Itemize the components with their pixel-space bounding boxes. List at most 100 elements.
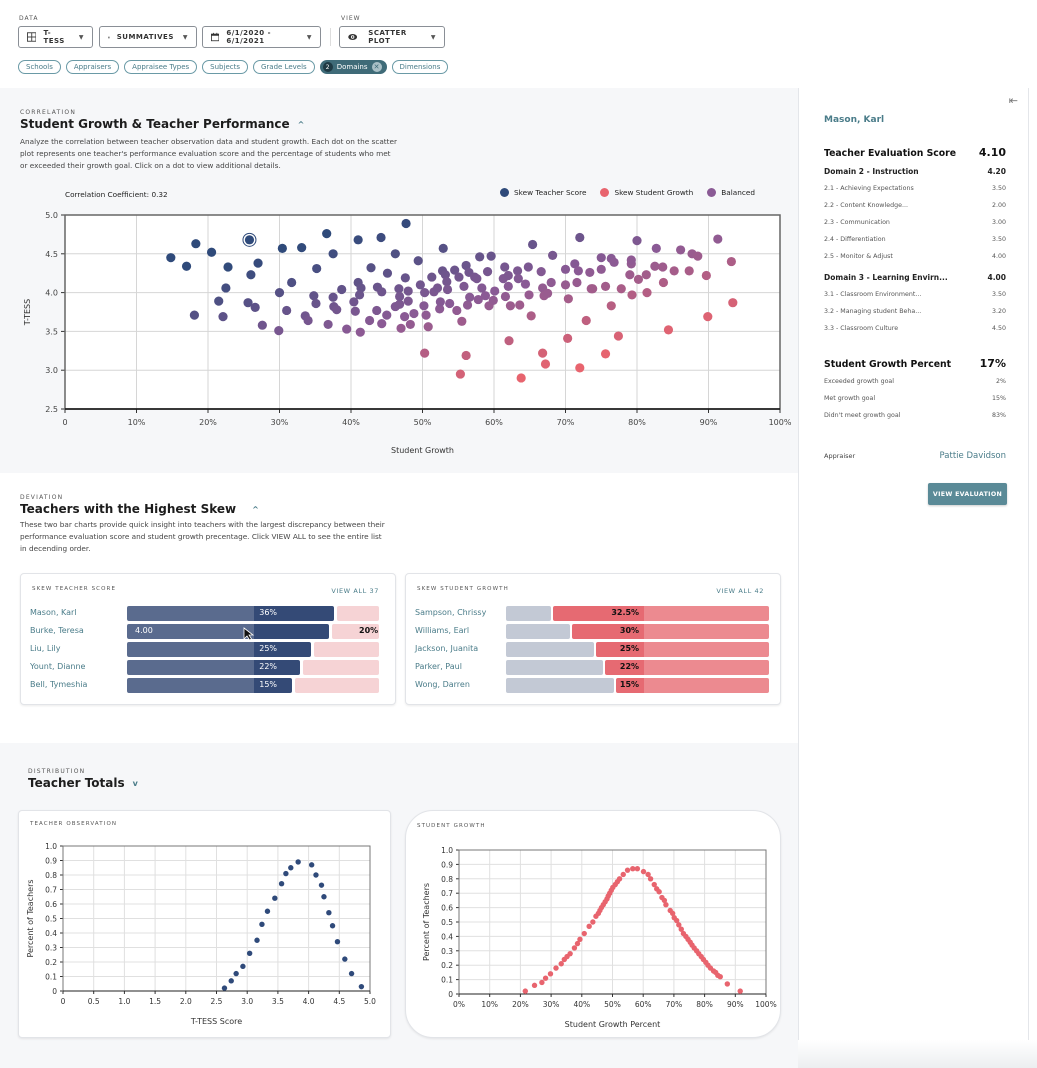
x-tick-label: 4.0 bbox=[303, 997, 315, 1006]
selected-point-ring bbox=[242, 232, 257, 247]
scatter-point bbox=[328, 249, 338, 259]
scatter-point bbox=[409, 308, 419, 319]
skew-growth-row[interactable]: Sampson, Chrissy 32.5% bbox=[406, 606, 780, 621]
scatter-point bbox=[503, 281, 513, 291]
scatter-point bbox=[322, 229, 332, 239]
teacher-name-link[interactable]: Burke, Teresa bbox=[30, 626, 84, 635]
eval-score-row: Teacher Evaluation Score 4.10 bbox=[824, 146, 1006, 159]
filter-chip-schools[interactable]: Schools bbox=[18, 60, 61, 74]
scatter-point bbox=[253, 258, 263, 268]
y-tick-label: 0.4 bbox=[45, 929, 57, 938]
teacher-name-link[interactable]: Mason, Karl bbox=[824, 115, 885, 125]
x-tick-label: 60% bbox=[635, 1000, 652, 1009]
collapse-toggle-icon[interactable]: ^ bbox=[297, 119, 305, 129]
scatter-point bbox=[632, 236, 642, 246]
growth-item-name: Met growth goal bbox=[824, 395, 876, 402]
skew-growth-row[interactable]: Parker, Paul 22% bbox=[406, 660, 780, 675]
scatter-point bbox=[528, 239, 538, 250]
scatter-point bbox=[246, 270, 256, 280]
y-tick-label: 0.9 bbox=[45, 857, 57, 866]
assessment-dropdown[interactable]: T-TESS ▼ bbox=[18, 26, 93, 48]
filter-chip-grade-levels[interactable]: Grade Levels bbox=[253, 60, 315, 74]
teacher-name-link[interactable]: Sampson, Chrissy bbox=[415, 608, 487, 617]
y-tick-label: 0.1 bbox=[441, 976, 453, 985]
clear-filter-icon[interactable]: ✕ bbox=[371, 62, 382, 72]
filter-chip-appraisers[interactable]: Appraisers bbox=[65, 60, 120, 74]
growth-bar bbox=[313, 642, 379, 657]
distribution-point bbox=[616, 876, 623, 882]
skew-growth-row[interactable]: Williams, Earl 30% bbox=[406, 624, 780, 639]
teacher-name-link[interactable]: Williams, Earl bbox=[415, 626, 470, 635]
filter-chip-dimensions[interactable]: Dimensions bbox=[391, 60, 449, 74]
dimension-row: 2.3 - Communication 3.00 bbox=[824, 219, 1006, 226]
chevron-down-icon: ▼ bbox=[78, 33, 84, 41]
dimension-row: 3.1 - Classroom Environment... 3.50 bbox=[824, 291, 1006, 298]
expand-toggle-icon[interactable]: v bbox=[132, 778, 138, 788]
scatter-point bbox=[257, 320, 267, 330]
x-tick-label: 80% bbox=[696, 1000, 713, 1009]
teacher-name-link[interactable]: Parker, Paul bbox=[415, 662, 462, 671]
skew-growth-row[interactable]: Wong, Darren 15% bbox=[406, 678, 780, 693]
skew-teacher-row[interactable]: Burke, Teresa 20% 4.00 bbox=[21, 624, 395, 641]
appraiser-link[interactable]: Pattie Davidson bbox=[939, 451, 1006, 461]
scatter-point bbox=[585, 267, 595, 278]
scatter-point bbox=[512, 266, 523, 276]
legend-swatch bbox=[500, 188, 509, 197]
distribution-point bbox=[531, 982, 538, 989]
teacher-name-link[interactable]: Bell, Tymeshia bbox=[30, 680, 88, 689]
distribution-point bbox=[634, 866, 641, 872]
date-range-dropdown[interactable]: 6/1/2020 - 6/1/2021 ▼ bbox=[202, 26, 321, 48]
distribution-point bbox=[240, 963, 246, 970]
skew-teacher-row[interactable]: Mason, Karl 36% bbox=[21, 606, 395, 621]
skew-teacher-row[interactable]: Yount, Dianne 22% bbox=[21, 660, 395, 675]
legend-label: Skew Teacher Score bbox=[514, 188, 587, 197]
teacher-name-link[interactable]: Jackson, Juanita bbox=[415, 644, 479, 653]
view-dropdown[interactable]: SCATTER PLOT ▼ bbox=[339, 26, 445, 48]
scatter-point bbox=[442, 284, 453, 295]
score-bar-skew bbox=[254, 678, 293, 693]
view-all-teacher-link[interactable]: VIEW ALL 37 bbox=[331, 587, 379, 595]
teacher-name-link[interactable]: Liu, Lily bbox=[30, 644, 61, 653]
filter-chip-appraisee-types[interactable]: Appraisee Types bbox=[124, 60, 198, 74]
growth-bar-base bbox=[644, 642, 769, 657]
filter-chip-subjects[interactable]: Subjects bbox=[202, 60, 248, 74]
score-bar bbox=[506, 624, 571, 639]
teacher-name-link[interactable]: Yount, Dianne bbox=[30, 662, 86, 671]
view-all-growth-link[interactable]: VIEW ALL 42 bbox=[716, 587, 764, 595]
collapse-toggle-icon[interactable]: ^ bbox=[252, 504, 259, 514]
skew-teacher-row[interactable]: Bell, Tymeshia 15% bbox=[21, 678, 395, 693]
distribution-point bbox=[295, 859, 301, 865]
type-dropdown[interactable]: SUMMATIVES ▼ bbox=[99, 26, 197, 48]
distribution-point bbox=[663, 902, 669, 908]
distribution-point bbox=[348, 970, 355, 977]
growth-bar-base bbox=[644, 624, 769, 639]
skew-growth-row[interactable]: Jackson, Juanita 25% bbox=[406, 642, 780, 657]
scatter-point bbox=[415, 280, 425, 290]
collapse-panel-icon[interactable]: ⇤ bbox=[1008, 94, 1018, 107]
correlation-description: Analyze the correlation between teacher … bbox=[20, 137, 398, 170]
legend-label: Skew Student Growth bbox=[614, 188, 694, 197]
view-evaluation-button[interactable]: VIEW EVALUATION bbox=[928, 483, 1007, 505]
filter-chip-domains[interactable]: 2 Domains ✕ bbox=[319, 60, 387, 74]
deviation-title: Teachers with the Highest Skew ^ bbox=[20, 502, 259, 516]
distribution-point bbox=[221, 985, 228, 991]
teacher-name-link[interactable]: Mason, Karl bbox=[30, 608, 77, 617]
distribution-section: DISTRIBUTION Teacher Totals v TEACHER OB… bbox=[0, 743, 798, 1068]
deviation-description: These two bar charts provide quick insig… bbox=[20, 520, 385, 553]
y-tick-label: 0.8 bbox=[45, 871, 57, 880]
scatter-point bbox=[250, 302, 260, 312]
scatter-point bbox=[337, 284, 347, 295]
teacher-name-link[interactable]: Wong, Darren bbox=[415, 680, 470, 689]
scatter-point bbox=[377, 287, 387, 297]
y-tick-label: 0.2 bbox=[441, 961, 453, 970]
legend-item-balanced: Balanced bbox=[707, 188, 755, 197]
score-bar-skew bbox=[254, 624, 329, 639]
legend-label: Balanced bbox=[721, 188, 756, 197]
scatter-point bbox=[650, 261, 660, 271]
distribution-point bbox=[645, 871, 651, 878]
y-tick-label: 1.0 bbox=[441, 846, 453, 855]
scatter-point bbox=[244, 235, 255, 245]
date-range-label: 6/1/2020 - 6/1/2021 bbox=[226, 29, 272, 45]
skew-teacher-row[interactable]: Liu, Lily 25% bbox=[21, 642, 395, 657]
scatter-point bbox=[538, 348, 548, 358]
